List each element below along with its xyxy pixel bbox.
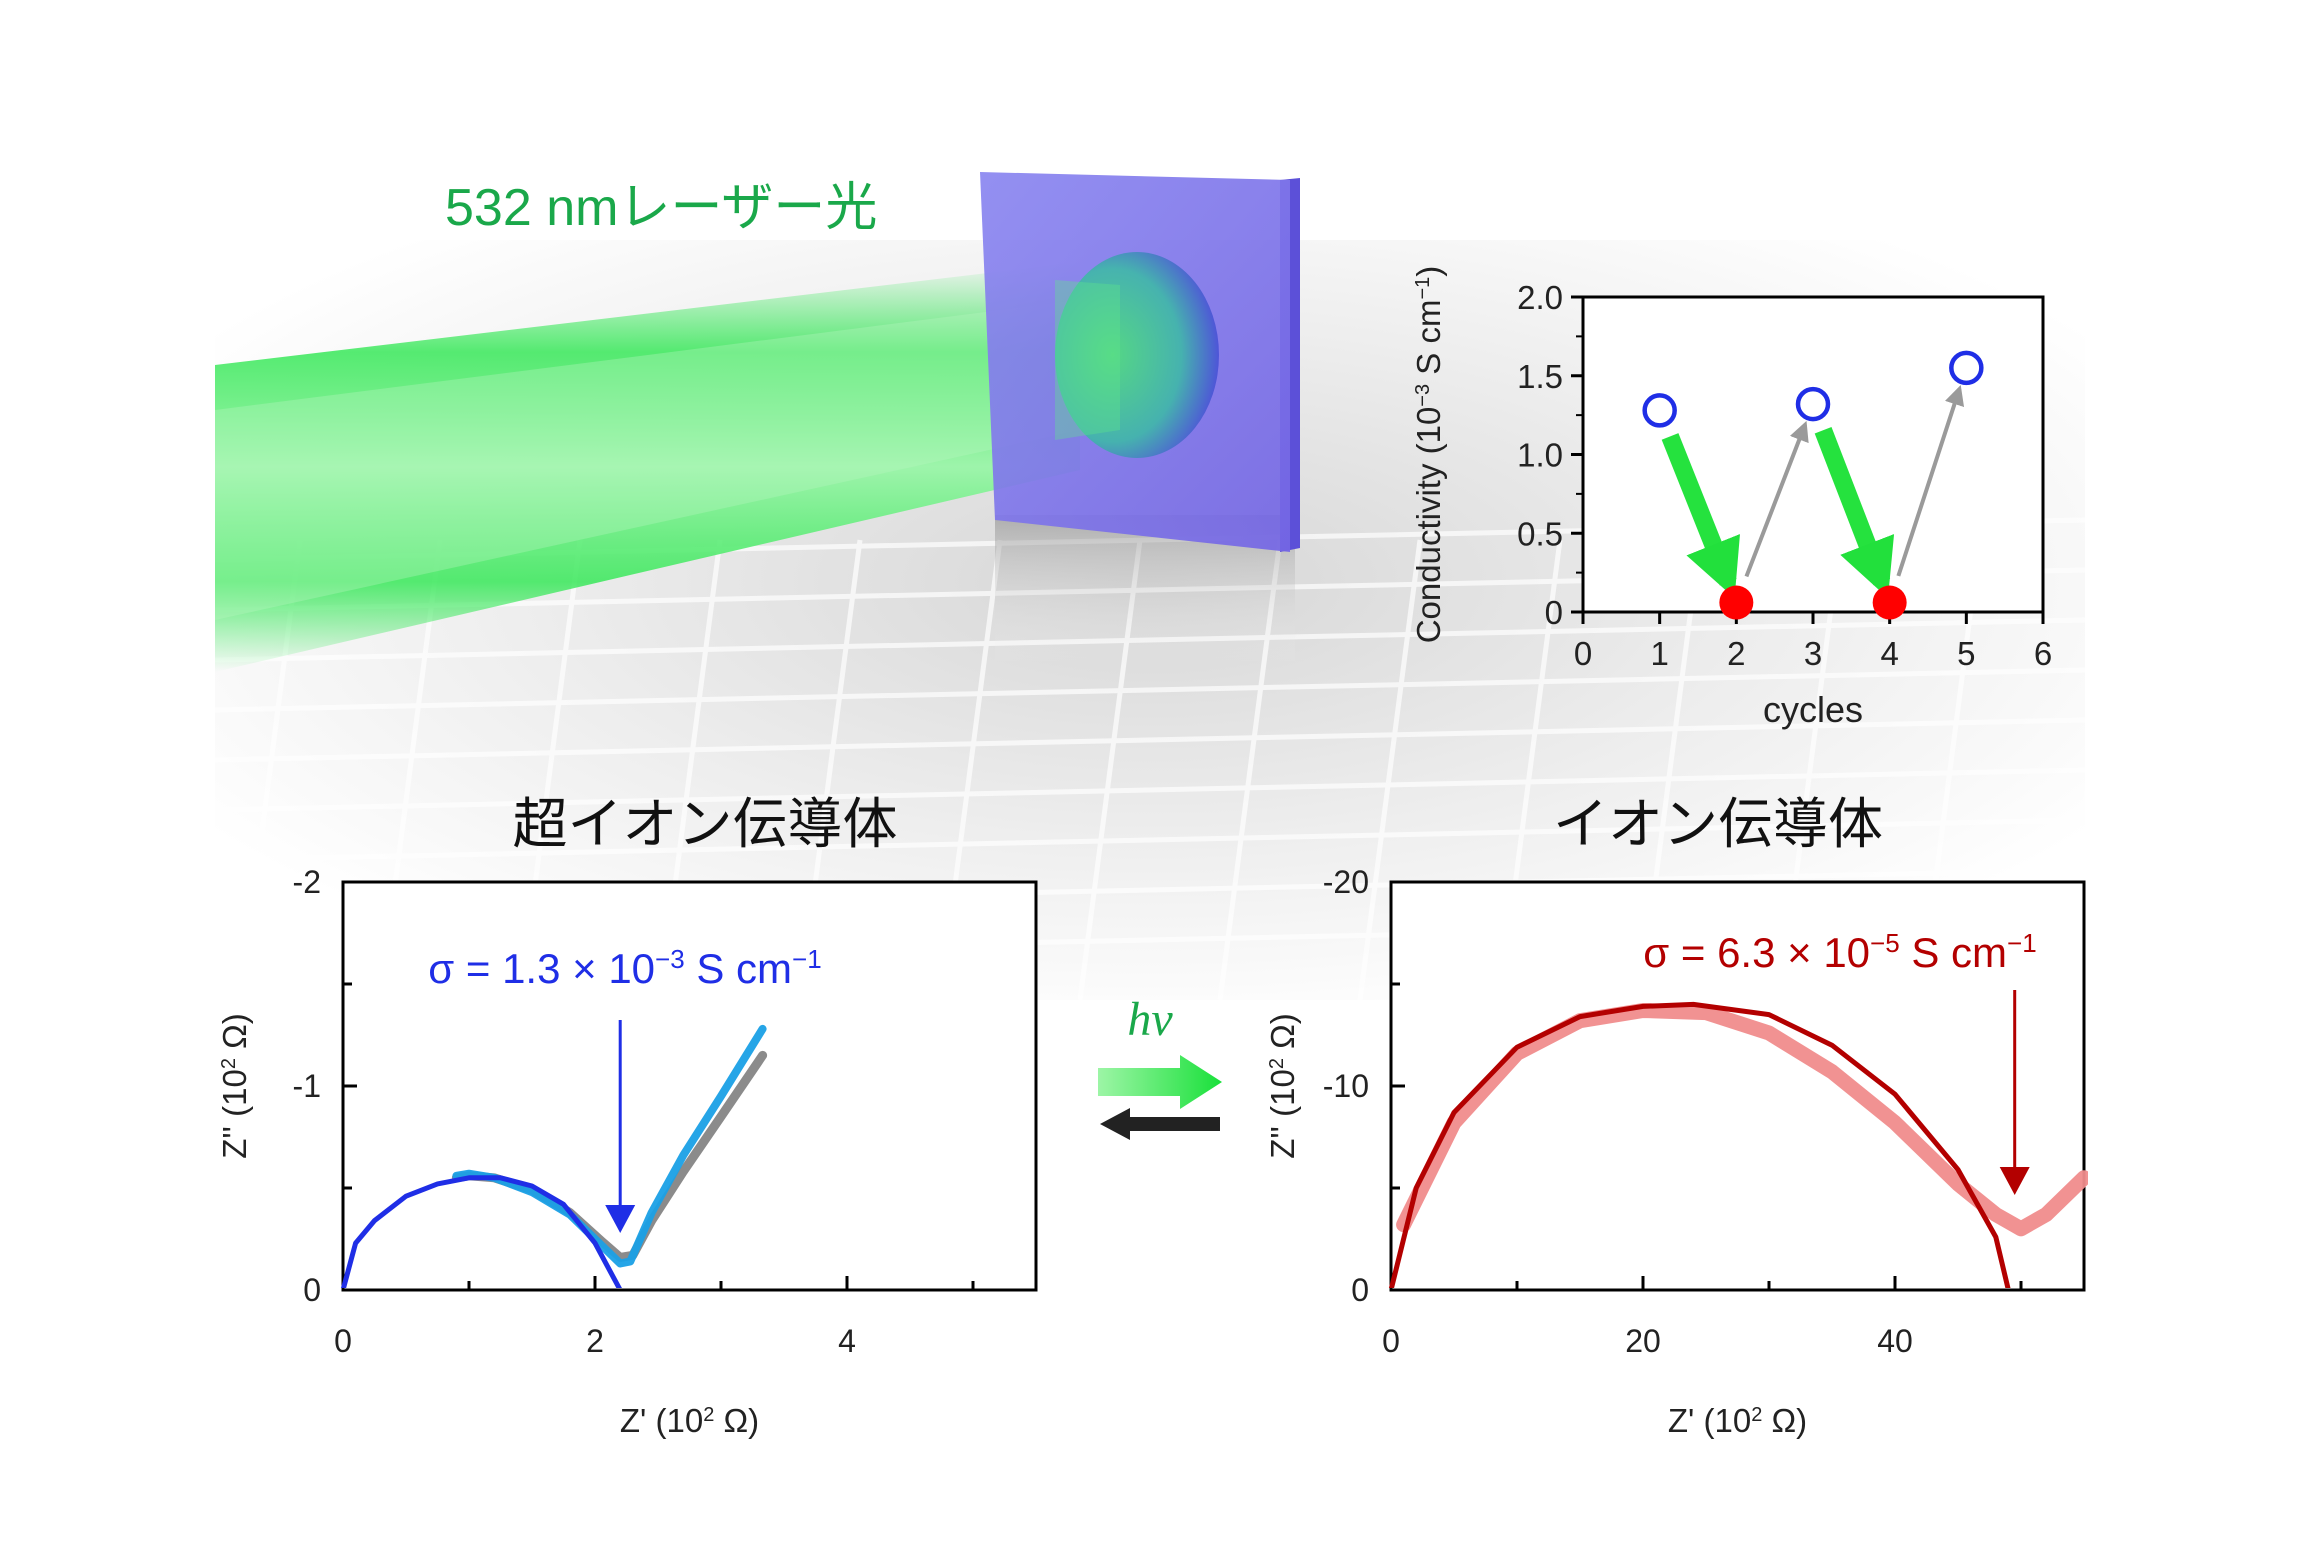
cycle-arrow-gray [1744,420,1809,578]
y-tick-label: -10 [1323,1068,1369,1104]
y-tick-label: 1.0 [1517,437,1563,474]
filled-circle-point [1872,585,1907,620]
y-tick-label: 0 [1545,594,1563,631]
laser-label: 532 nmレーザー光 [445,179,877,237]
x-tick-label: 4 [1880,635,1898,672]
series-line-pink [1396,1003,2088,1237]
y-tick-label: 2.0 [1517,279,1563,316]
cycle-arrow-gray [1896,384,1965,577]
plot-frame [1581,295,2045,614]
x-axis-label: Z' (102 Ω) [620,1402,759,1439]
x-tick-label: 4 [838,1323,856,1359]
open-circle-point [1949,350,1984,386]
x-tick-label: 5 [1957,635,1975,672]
x-tick-label: 0 [334,1323,352,1359]
cycle-arrow-green [1661,433,1740,599]
x-tick-label: 2 [1727,635,1745,672]
y-tick-label: -20 [1323,864,1369,900]
x-tick-label: 0 [1382,1323,1400,1359]
filled-circle-point [1719,585,1754,620]
y-tick-label: -1 [293,1068,321,1104]
forward-green-arrow [1098,1055,1222,1109]
series-line-blue-fit [340,1175,622,1288]
x-tick-label: 3 [1804,635,1822,672]
hv-label: hν [1127,993,1173,1046]
y-tick-label: 0 [1351,1272,1369,1308]
conductivity-cycles-chart: 0 1 2 3 4 5 6 0 0.5 1.0 1.5 2.0 cycles Conductivity (… [1410,266,2052,730]
y-tick-label: 0.5 [1517,515,1563,552]
cycle-arrow-green [1814,426,1895,599]
x-tick-label: 6 [2034,635,2052,672]
y-axis-label: Z'' (102 Ω) [216,1013,253,1159]
sigma-annotation: σ = 1.3 × 10−3 S cm−1 [428,944,821,992]
x-tick-label: 0 [1574,635,1592,672]
nyquist-ionic-chart: 0 20 40 0 -10 -20 Z' (102 Ω) Z'' (102 Ω) σ = 6.3… [1264,864,2088,1439]
floor-grid-line [214,767,2086,813]
y-tick-label: 1.5 [1517,358,1563,395]
x-tick-label: 40 [1877,1323,1913,1359]
annotation-arrow-head [605,1205,636,1233]
x-axis-label: Z' (102 Ω) [1668,1402,1807,1439]
x-axis-label: cycles [1763,689,1863,730]
y-tick-label: -2 [293,864,321,900]
nyquist-superionic-chart: 0 2 4 0 -1 -2 Z' (102 Ω) Z'' (102 Ω) σ = 1.3 × 1… [216,864,1038,1439]
y-axis-label: Z'' (102 Ω) [1264,1013,1301,1159]
plot-frame [341,880,1038,1292]
reverse-dark-arrow [1100,1108,1220,1140]
laser-spot [1055,252,1219,458]
photo-switch-arrows: hν [1098,993,1222,1140]
floor-grid-line [214,717,2086,763]
left-panel-title: 超イオン伝導体 [512,793,897,855]
right-panel-title: イオン伝導体 [1553,793,1883,855]
floor-grid-line [1357,539,1423,1001]
laser-beam [215,262,1080,672]
annotation-arrow-head [1999,1167,2030,1195]
sigma-annotation: σ = 6.3 × 10−5 S cm−1 [1643,928,2036,976]
x-tick-label: 20 [1625,1323,1661,1359]
open-circle-point [1795,386,1831,422]
y-axis-label: Conductivity (10−3 S cm−1) [1410,266,1447,644]
y-tick-label: 0 [303,1272,321,1308]
thin-film-sample [980,172,1300,665]
open-circle-point [1642,393,1677,428]
x-tick-label: 1 [1650,635,1668,672]
x-tick-label: 2 [586,1323,604,1359]
floor-grid-line [214,817,2086,863]
floor-grid-line [214,667,2086,713]
series-line-dark-red [1388,1001,2011,1288]
plot-frame [1389,880,2086,1292]
